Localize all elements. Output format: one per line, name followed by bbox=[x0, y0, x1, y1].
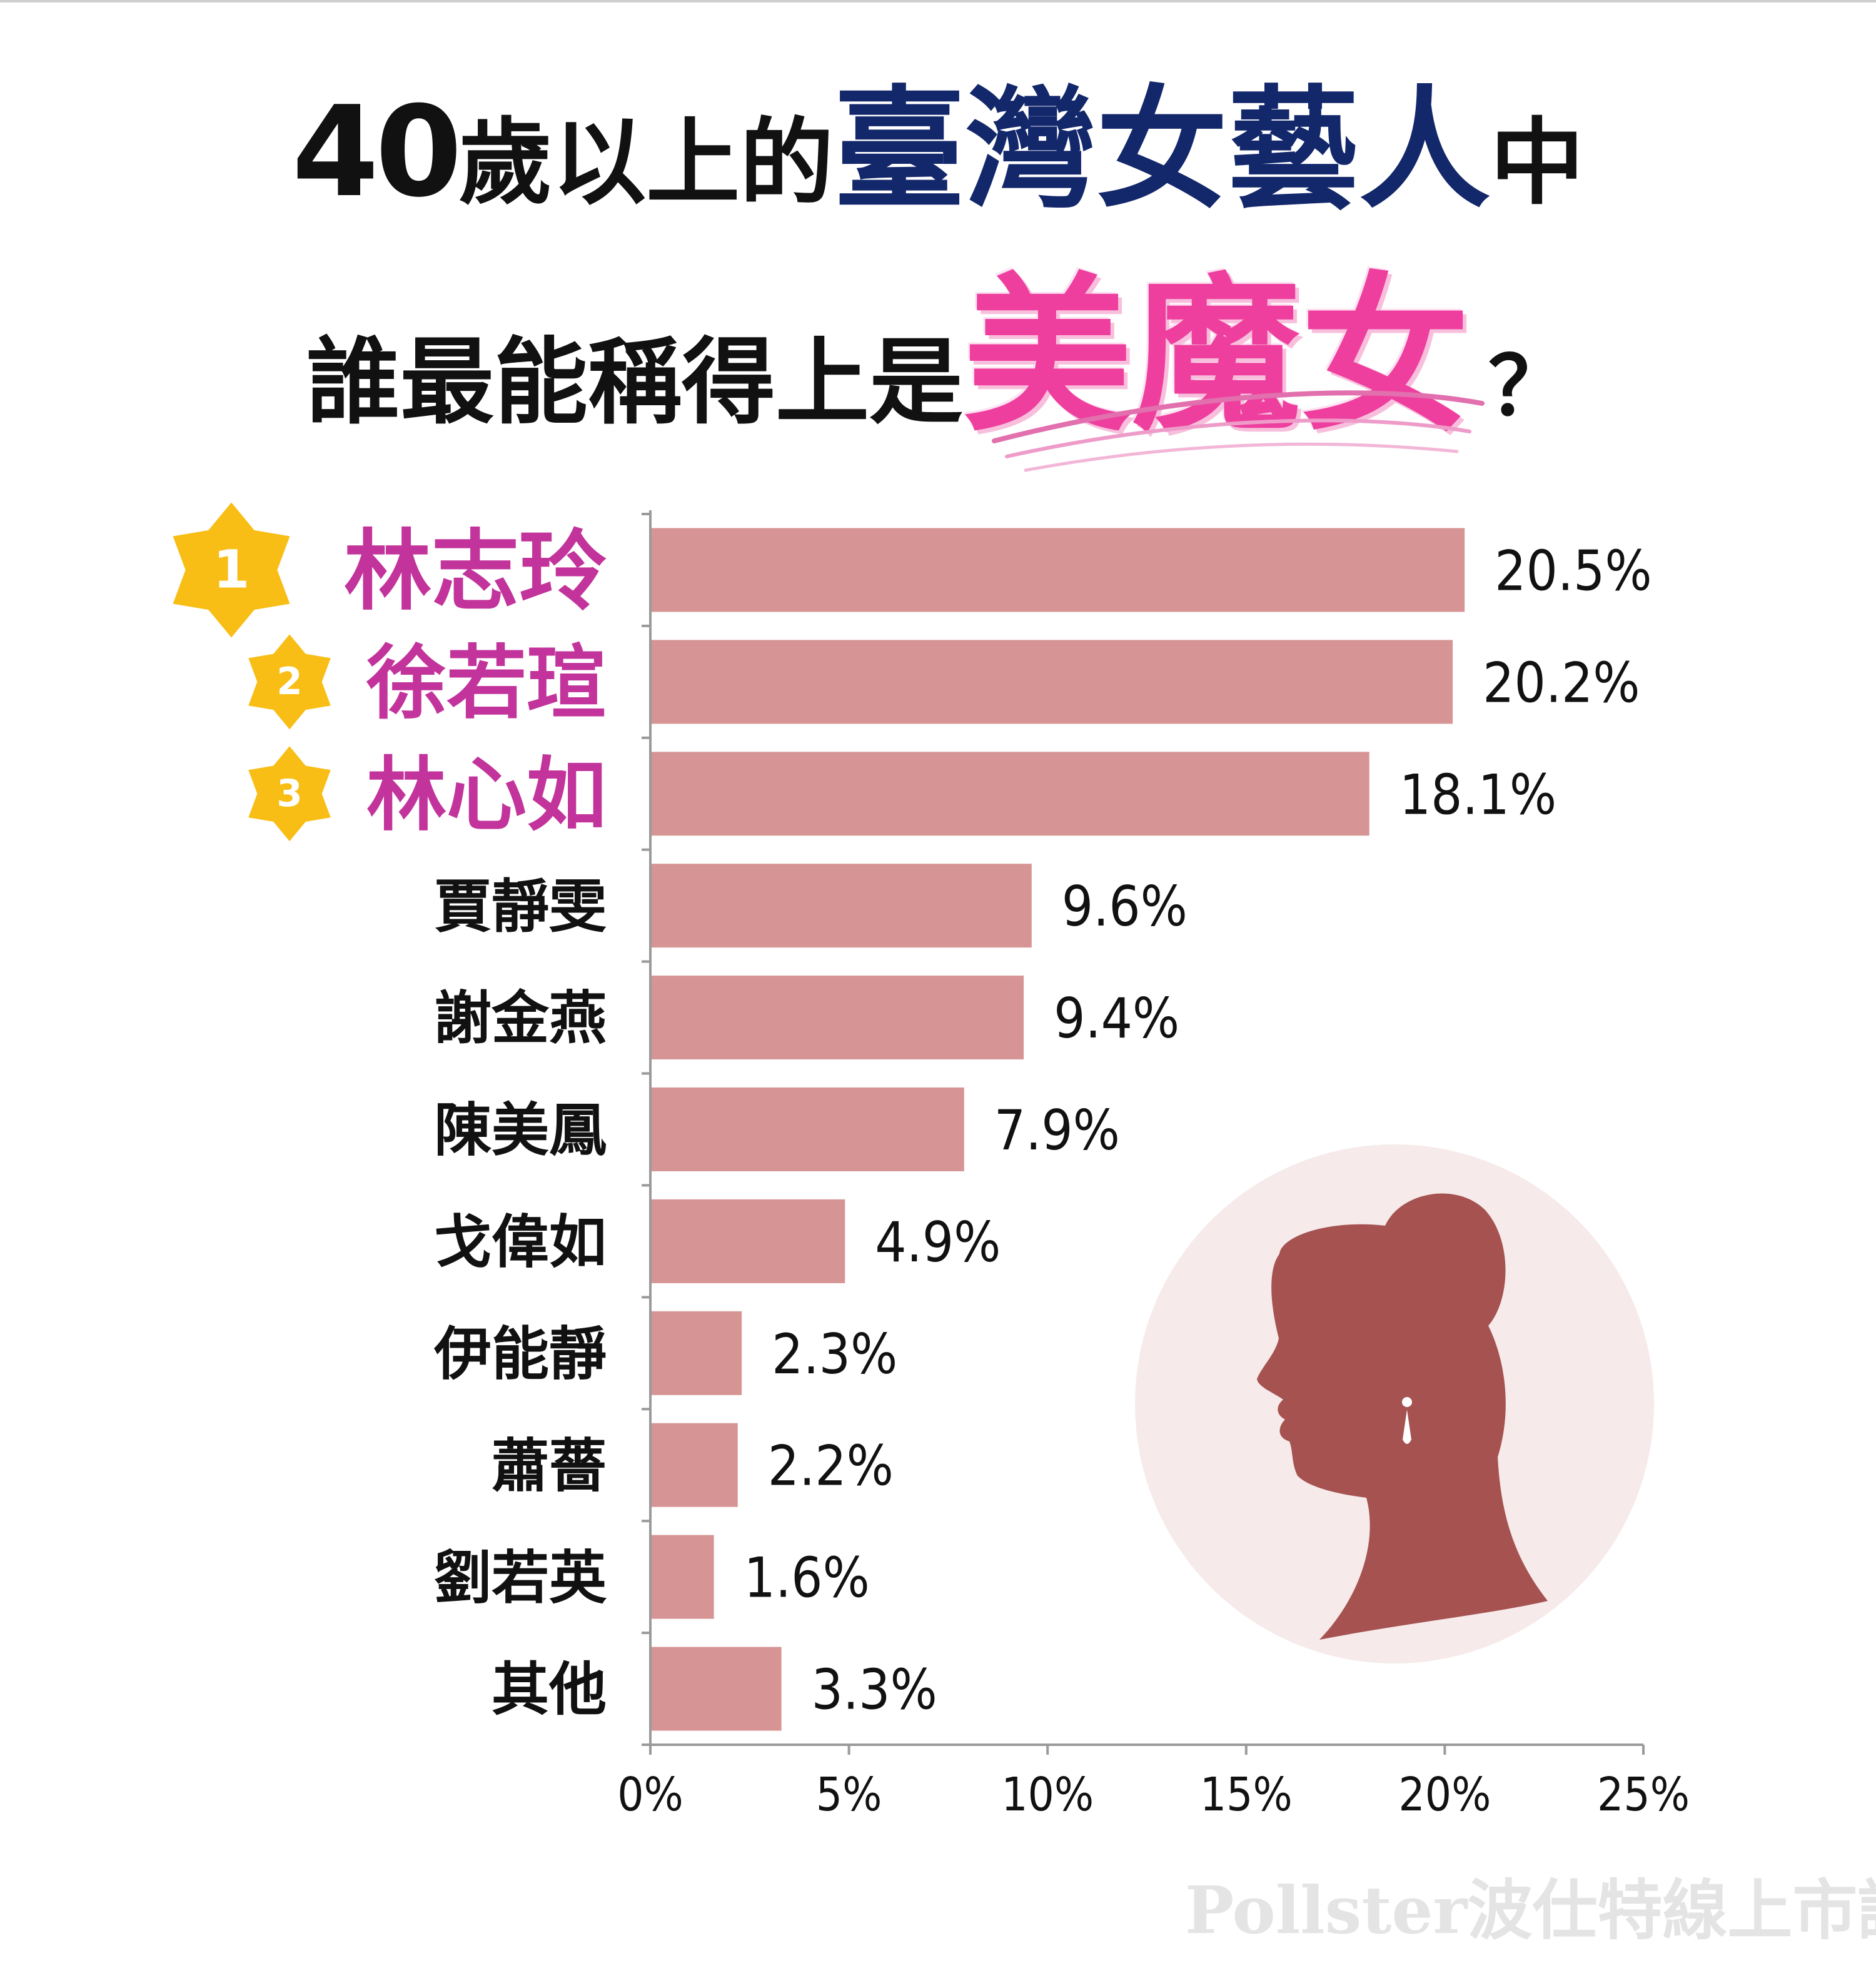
rank-number: 3 bbox=[276, 772, 302, 815]
category-label: 賈靜雯 bbox=[434, 873, 607, 940]
bar bbox=[652, 1535, 714, 1619]
bar bbox=[652, 1311, 742, 1395]
woman-silhouette-icon bbox=[1257, 1193, 1548, 1640]
title-number: 40 bbox=[291, 79, 462, 225]
x-tick-label: 5% bbox=[816, 1768, 882, 1822]
value-label: 4.9% bbox=[875, 1210, 1001, 1274]
category-label: 伊能靜 bbox=[433, 1321, 607, 1388]
earring-drop bbox=[1403, 1410, 1411, 1444]
watermark: Pollster波仕特線上市調 bbox=[1185, 1872, 1876, 1949]
category-label: 林志玲 bbox=[344, 521, 607, 623]
earring-icon bbox=[1402, 1397, 1412, 1407]
bar bbox=[652, 752, 1369, 836]
title-plain-1: 歲以上的 bbox=[458, 109, 834, 218]
bar bbox=[652, 976, 1024, 1060]
category-label: 陳美鳳 bbox=[434, 1097, 607, 1164]
value-label: 3.3% bbox=[812, 1658, 937, 1722]
top-rule bbox=[0, 0, 1876, 3]
title-plain-2: 誰最能稱得上是 bbox=[306, 328, 963, 437]
value-label: 1.6% bbox=[744, 1546, 870, 1610]
rank-number: 2 bbox=[276, 660, 302, 703]
bar bbox=[652, 528, 1465, 612]
value-label: 9.4% bbox=[1054, 986, 1179, 1051]
value-label: 18.1% bbox=[1399, 762, 1556, 827]
value-label: 9.6% bbox=[1062, 874, 1188, 939]
value-label: 2.3% bbox=[772, 1322, 897, 1386]
title-line-1: 40歲以上的臺灣女藝人中 bbox=[0, 73, 1876, 226]
value-label: 20.5% bbox=[1495, 538, 1652, 603]
star-icon bbox=[248, 634, 331, 730]
category-label: 戈偉如 bbox=[434, 1209, 607, 1276]
x-tick-label: 15% bbox=[1200, 1768, 1293, 1822]
title-swash-icon bbox=[992, 390, 1485, 472]
category-label: 徐若瑄 bbox=[366, 637, 607, 730]
bar bbox=[652, 1423, 738, 1507]
category-label: 劉若英 bbox=[434, 1545, 607, 1612]
bar bbox=[652, 864, 1032, 948]
bar bbox=[652, 1087, 964, 1171]
category-label: 林心如 bbox=[366, 749, 607, 842]
value-label: 7.9% bbox=[994, 1098, 1120, 1163]
category-label: 其他 bbox=[492, 1657, 607, 1723]
value-label: 2.2% bbox=[768, 1434, 894, 1498]
x-tick-label: 0% bbox=[617, 1768, 683, 1822]
x-tick-label: 10% bbox=[1001, 1768, 1094, 1822]
rank-number: 1 bbox=[213, 539, 250, 600]
title-question-mark: ？ bbox=[1488, 339, 1570, 434]
x-tick-label: 25% bbox=[1597, 1768, 1690, 1822]
illustration bbox=[1135, 1144, 1654, 1663]
category-label: 謝金燕 bbox=[434, 985, 607, 1052]
bar bbox=[652, 640, 1453, 724]
star-icon bbox=[173, 502, 290, 638]
value-label: 20.2% bbox=[1483, 650, 1640, 715]
x-tick-label: 20% bbox=[1398, 1768, 1491, 1822]
star-icon bbox=[248, 746, 331, 842]
bar bbox=[652, 1647, 782, 1731]
title-highlight-1: 臺灣女藝人 bbox=[834, 73, 1491, 226]
bar bbox=[652, 1199, 845, 1283]
category-label: 蕭薔 bbox=[492, 1433, 607, 1500]
title-tail-1: 中 bbox=[1490, 109, 1585, 218]
